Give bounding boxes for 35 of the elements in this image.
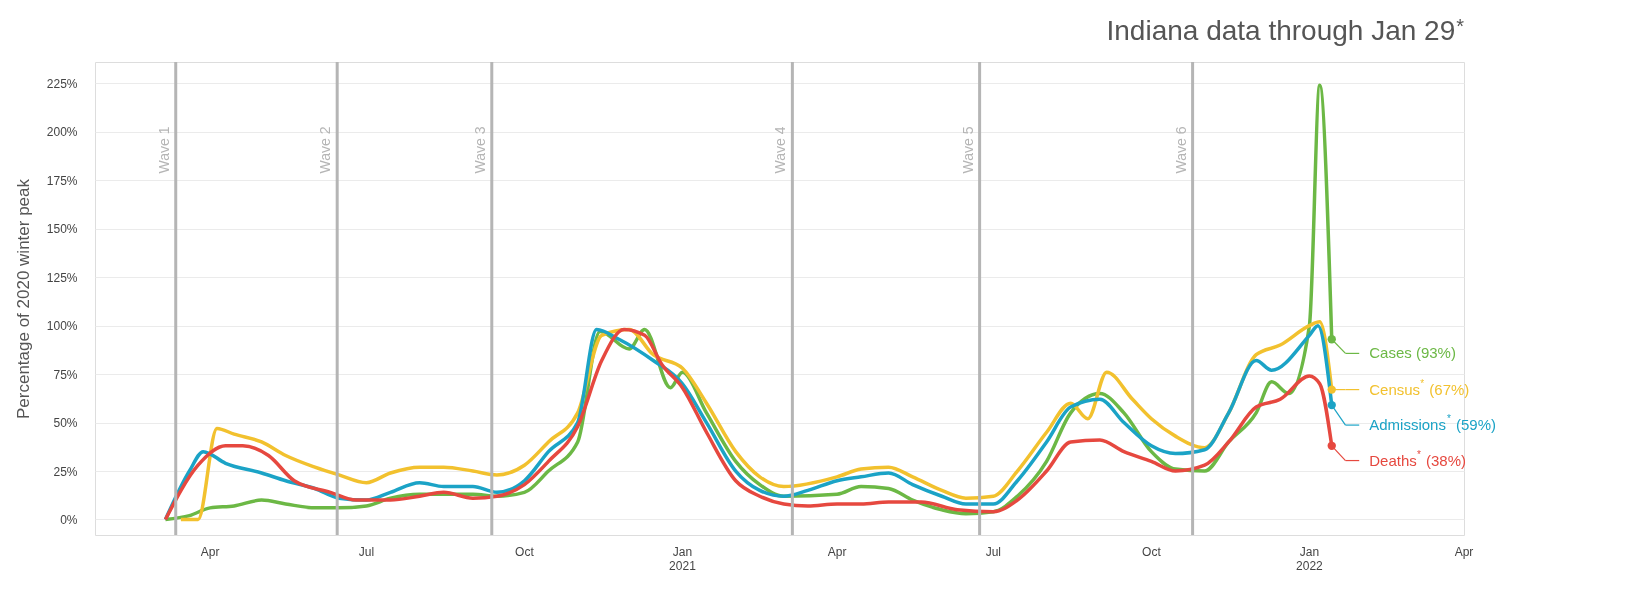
x-tick-label: Apr	[200, 545, 220, 559]
y-tick-label: 100%	[46, 319, 78, 334]
x-tick-label: Jan 2022	[1296, 545, 1324, 573]
x-tick-label: Apr	[1454, 545, 1474, 559]
x-tick-label: Jan 2021	[669, 545, 697, 573]
y-tick-label: 75%	[53, 367, 78, 382]
y-tick-label: 225%	[46, 76, 78, 91]
chart-title: Indiana data through Jan 29*	[1106, 15, 1465, 46]
ref-line-label: Wave 2	[317, 126, 334, 174]
ref-line-label: Wave 1	[155, 126, 172, 174]
y-tick-label: 200%	[46, 125, 78, 140]
y-tick-label: 150%	[46, 222, 78, 237]
legend-label: Admissions* (59%)	[1369, 413, 1496, 434]
legend-label: Census* (67%)	[1369, 377, 1470, 398]
ref-line-label: Wave 3	[471, 126, 488, 174]
point	[1327, 400, 1336, 410]
y-tick-label: 25%	[53, 464, 78, 479]
x-tick-label: Oct	[515, 545, 535, 559]
y-tick-label: 175%	[46, 173, 78, 188]
y-tick-label: 125%	[46, 270, 78, 285]
y-axis-title: Percentage of 2020 winter peak	[13, 178, 33, 420]
y-tick-label: 50%	[53, 416, 78, 431]
x-tick-label: Jul	[985, 545, 1002, 559]
x-tick-label: Apr	[827, 545, 847, 559]
legend-label: Cases (93%)	[1369, 344, 1456, 362]
x-tick-label: Jul	[358, 545, 375, 559]
point	[1327, 385, 1336, 394]
ref-line-label: Wave 4	[772, 126, 789, 174]
ref-line-label: Wave 6	[1172, 126, 1189, 174]
y-tick-label: 0%	[60, 512, 78, 527]
legend-label: Deaths* (38%)	[1369, 448, 1466, 469]
x-tick-label: Oct	[1142, 545, 1162, 559]
point	[1327, 335, 1336, 344]
ref-line-label: Wave 5	[959, 126, 976, 174]
point	[1327, 441, 1336, 450]
